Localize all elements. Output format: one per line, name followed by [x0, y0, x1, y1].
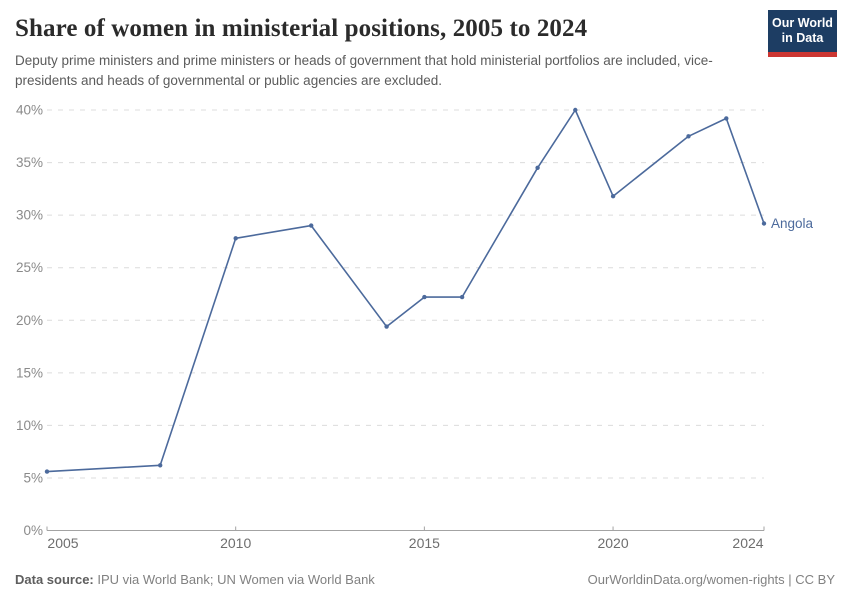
data-source-label: Data source:	[15, 572, 94, 587]
owid-logo-text-line2: in Data	[781, 31, 824, 46]
y-axis-tick-label: 25%	[16, 260, 43, 275]
owid-logo-text-line1: Our World	[772, 16, 833, 30]
chart-footer: Data source: IPU via World Bank; UN Wome…	[15, 572, 835, 587]
data-point[interactable]	[158, 463, 163, 468]
x-axis-tick-label: 2024	[732, 535, 763, 551]
data-point[interactable]	[610, 194, 616, 199]
y-axis-tick-label: 40%	[16, 103, 43, 118]
y-axis-tick-label: 5%	[23, 470, 43, 485]
y-axis-tick-label: 10%	[16, 418, 43, 433]
line-series-angola[interactable]	[46, 109, 765, 473]
owid-logo[interactable]: Our World in Data	[768, 10, 837, 57]
x-axis-tick-label: 2015	[409, 535, 440, 551]
y-axis-tick-label: 30%	[16, 208, 43, 223]
data-source-value: IPU via World Bank; UN Women via World B…	[97, 572, 375, 587]
chart-subtitle: Deputy prime ministers and prime ministe…	[15, 53, 713, 89]
data-point[interactable]	[233, 236, 238, 241]
x-axis-tick-label: 2005	[47, 535, 78, 551]
data-point[interactable]	[459, 294, 465, 300]
y-axis-tick-label: 20%	[16, 313, 43, 328]
license-label: CC BY	[795, 572, 835, 587]
data-point[interactable]	[422, 294, 427, 300]
series-end-label-angola[interactable]: Angola	[771, 216, 814, 231]
y-axis-tick-label: 15%	[16, 365, 43, 380]
attribution: OurWorldinData.org/women-rights | CC BY	[588, 572, 835, 587]
attribution-separator: |	[784, 572, 796, 587]
data-point[interactable]	[44, 469, 50, 474]
x-axis-tick-label: 2020	[597, 535, 628, 551]
owid-url-link[interactable]: OurWorldinData.org/women-rights	[587, 572, 785, 587]
y-axis-tick-label: 35%	[16, 155, 43, 170]
data-point[interactable]	[573, 107, 578, 113]
data-source-note: Data source: IPU via World Bank; UN Wome…	[15, 572, 375, 587]
data-point[interactable]	[724, 116, 729, 121]
data-point[interactable]	[686, 134, 691, 139]
y-axis-tick-label: 0%	[23, 523, 43, 538]
chart-header: Share of women in ministerial positions,…	[15, 14, 750, 92]
data-point[interactable]	[309, 223, 314, 228]
data-point[interactable]	[535, 165, 540, 170]
x-axis-tick-label: 2010	[220, 535, 251, 551]
chart-title: Share of women in ministerial positions,…	[15, 15, 588, 42]
data-point[interactable]	[384, 324, 389, 329]
data-point[interactable]	[761, 221, 767, 226]
